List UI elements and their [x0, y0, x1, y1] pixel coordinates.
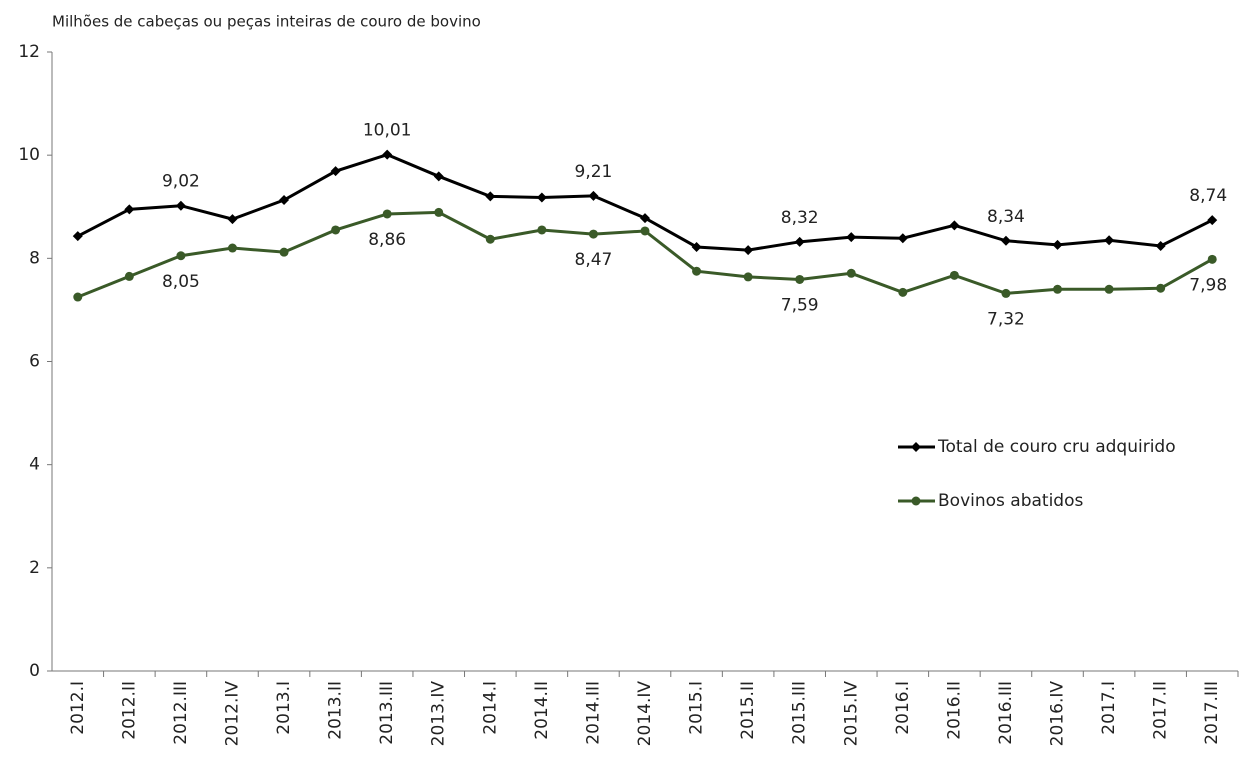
- y-tick-label: 8: [29, 248, 40, 268]
- y-tick-label: 6: [29, 352, 40, 372]
- y-tick-label: 4: [29, 455, 40, 475]
- data-point: [176, 251, 186, 261]
- data-point: [382, 149, 393, 160]
- data-label: 8,74: [1189, 186, 1227, 206]
- data-point: [331, 225, 341, 235]
- data-label: 10,01: [363, 121, 412, 141]
- x-tick-label: 2017.III: [1202, 681, 1222, 745]
- x-tick-label: 2017.II: [1151, 681, 1171, 740]
- data-label: 9,21: [575, 162, 613, 182]
- data-label: 8,32: [781, 208, 819, 228]
- x-tick-label: 2015.II: [738, 681, 758, 740]
- x-tick-label: 2013.I: [274, 681, 294, 735]
- data-point: [1000, 235, 1011, 246]
- y-tick-label: 10: [18, 145, 40, 165]
- x-tick-label: 2016.III: [996, 681, 1016, 745]
- data-point: [795, 274, 805, 284]
- legend-label: Bovinos abatidos: [938, 491, 1083, 511]
- data-point: [1053, 284, 1063, 294]
- data-point: [279, 195, 290, 206]
- x-tick-label: 2013.II: [326, 681, 346, 740]
- data-point: [794, 236, 805, 247]
- chart-title: Milhões de cabeças ou peças inteiras de …: [52, 13, 481, 31]
- x-tick-label: 2014.III: [583, 681, 603, 745]
- data-point: [433, 171, 444, 182]
- data-point: [330, 166, 341, 177]
- data-point: [485, 234, 495, 244]
- data-point: [949, 220, 960, 231]
- x-tick-label: 2014.I: [480, 681, 500, 735]
- data-point: [434, 207, 444, 217]
- x-tick-label: 2016.IV: [1048, 681, 1068, 747]
- x-tick-label: 2014.IV: [635, 681, 655, 747]
- x-tick-label: 2012.III: [171, 681, 191, 745]
- data-point: [640, 226, 650, 236]
- data-point: [227, 243, 237, 253]
- data-point: [124, 204, 135, 215]
- data-point: [1155, 240, 1166, 251]
- data-point: [382, 209, 392, 219]
- data-label: 8,47: [575, 250, 613, 270]
- data-point: [1207, 215, 1218, 226]
- data-label: 8,34: [987, 207, 1025, 227]
- data-point: [691, 241, 702, 252]
- data-label: 7,59: [781, 295, 819, 315]
- x-tick-label: 2016.II: [944, 681, 964, 740]
- data-point: [898, 287, 908, 297]
- data-point: [743, 272, 753, 282]
- data-point: [73, 292, 83, 302]
- data-point: [743, 245, 754, 256]
- data-point: [1104, 235, 1115, 246]
- data-point: [124, 271, 134, 281]
- data-point: [588, 229, 598, 239]
- series-line: [77, 210, 1213, 299]
- legend-marker: [911, 496, 921, 506]
- data-point: [949, 270, 959, 280]
- legend-marker: [911, 442, 921, 452]
- data-point: [588, 190, 599, 201]
- data-point: [279, 247, 289, 257]
- x-tick-label: 2013.III: [377, 681, 397, 745]
- x-tick-label: 2016.I: [893, 681, 913, 735]
- data-point: [1001, 288, 1011, 298]
- data-point: [897, 233, 908, 244]
- x-tick-label: 2015.III: [790, 681, 810, 745]
- data-point: [1207, 254, 1217, 264]
- x-tick-label: 2014.II: [532, 681, 552, 740]
- y-tick-label: 0: [29, 661, 40, 681]
- data-point: [72, 231, 83, 242]
- x-tick-label: 2012.II: [119, 681, 139, 740]
- data-point: [175, 200, 186, 211]
- y-tick-label: 2: [29, 558, 40, 578]
- x-tick-label: 2013.IV: [429, 681, 449, 747]
- legend-label: Total de couro cru adquirido: [937, 437, 1176, 457]
- data-point: [537, 225, 547, 235]
- data-point: [846, 268, 856, 278]
- data-point: [1104, 284, 1114, 294]
- data-point: [227, 214, 238, 225]
- data-point: [692, 266, 702, 276]
- series-line: [77, 153, 1213, 252]
- data-point: [640, 213, 650, 224]
- data-point: [846, 232, 857, 243]
- x-tick-label: 2015.IV: [841, 681, 861, 747]
- data-point: [1052, 239, 1063, 250]
- data-point: [1156, 283, 1166, 293]
- data-label: 7,98: [1189, 275, 1227, 295]
- x-tick-label: 2012.IV: [222, 681, 242, 747]
- data-label: 9,02: [162, 172, 200, 192]
- x-tick-label: 2017.I: [1099, 681, 1119, 735]
- data-label: 8,05: [162, 272, 200, 292]
- data-point: [536, 192, 547, 203]
- y-tick-label: 12: [18, 42, 40, 62]
- x-tick-label: 2012.I: [68, 681, 88, 735]
- data-label: 8,86: [368, 230, 406, 250]
- x-tick-label: 2015.I: [687, 681, 707, 735]
- data-point: [485, 191, 496, 202]
- data-label: 7,32: [987, 309, 1025, 329]
